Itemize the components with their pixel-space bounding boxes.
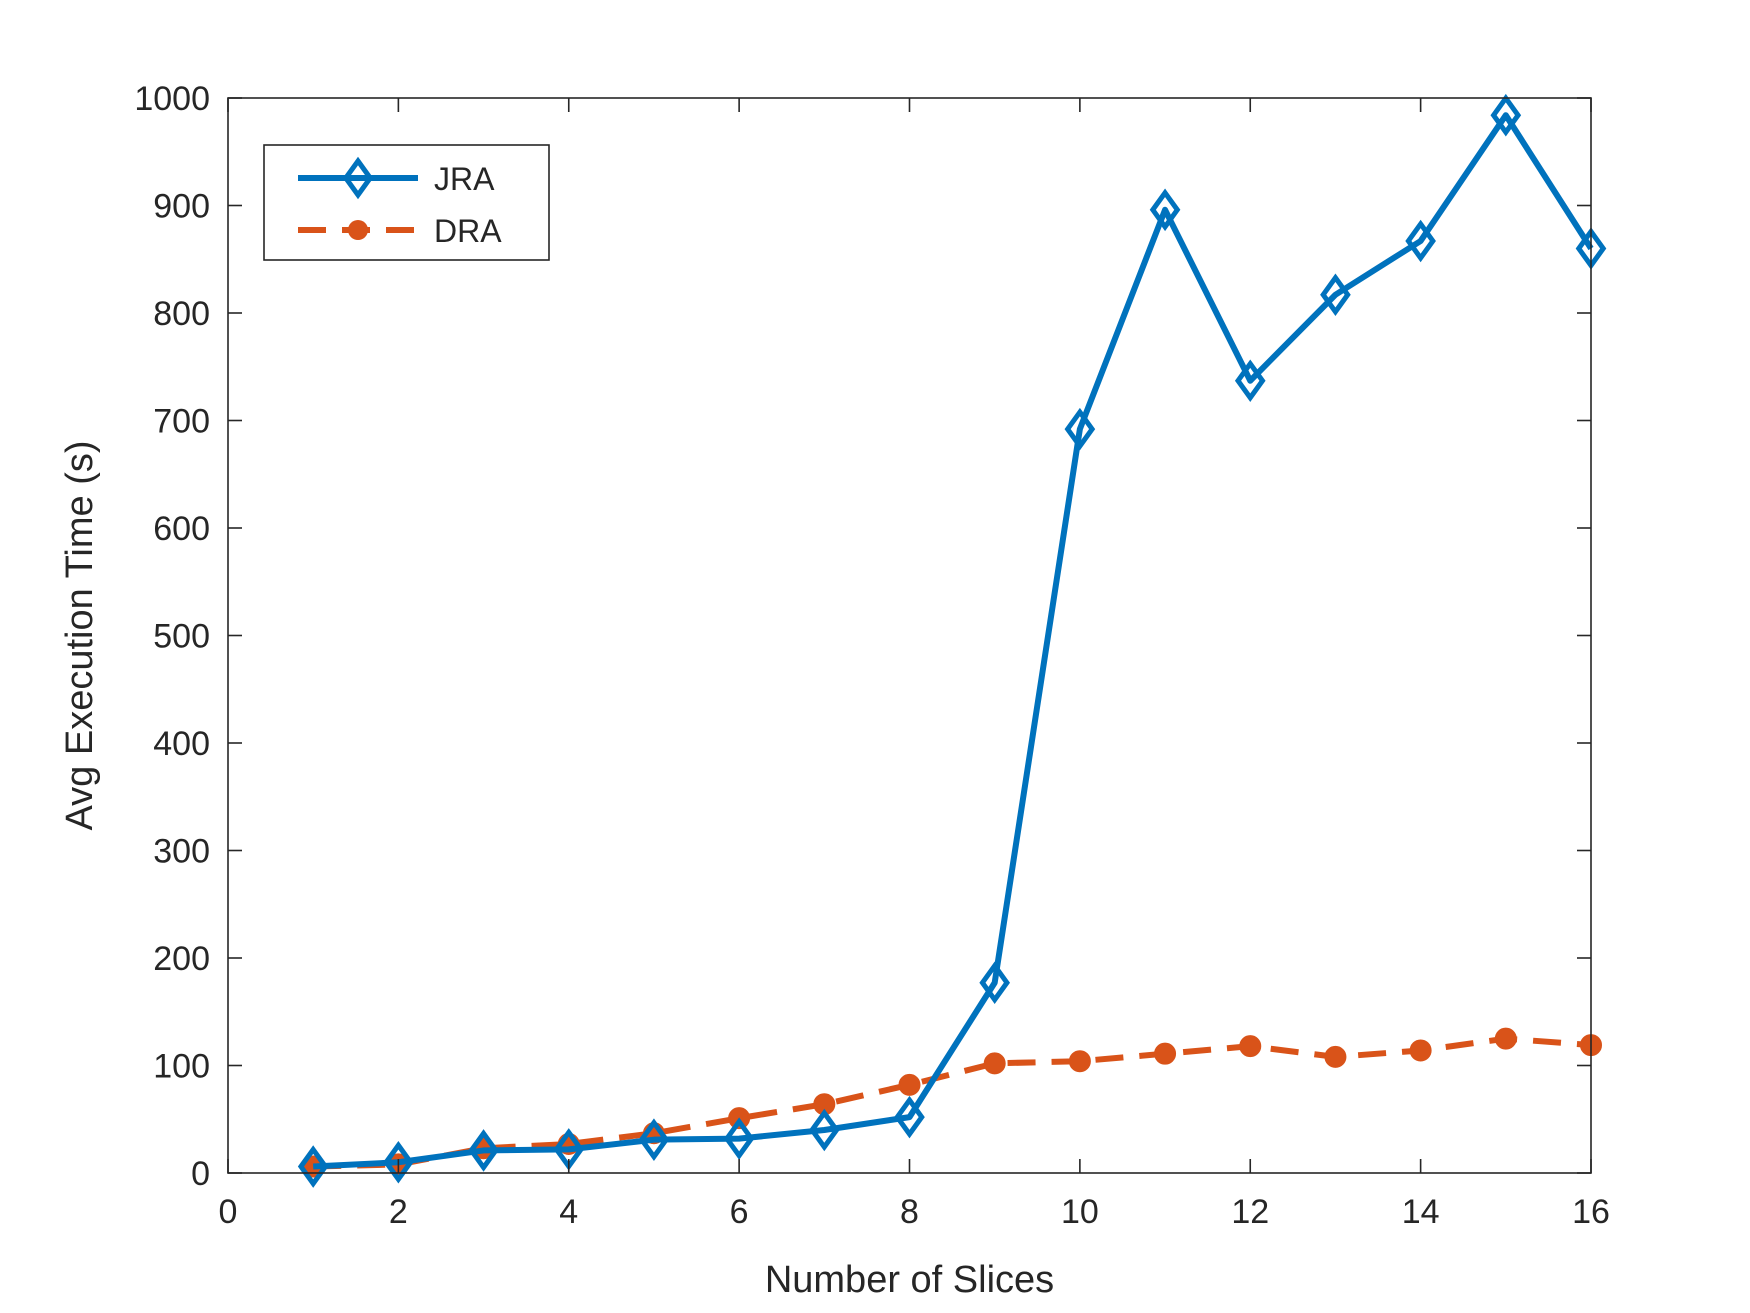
ticks-layer: 0 2 4 6 8 10 12 14 16 0 100 200 300 400 500 600 700 800 90…: [134, 80, 1610, 1231]
data-point-jra: [1149, 188, 1181, 232]
y-tick-label: 500: [153, 618, 210, 656]
data-point-jra: [383, 1140, 414, 1184]
y-tick-label: 100: [153, 1048, 210, 1086]
data-point-jra: [297, 1145, 329, 1188]
data-point-dra: [1494, 1027, 1517, 1050]
data-point-dra: [983, 1052, 1006, 1075]
series-jra: [297, 93, 1607, 1188]
y-tick-label: 800: [153, 295, 210, 333]
data-point-jra: [1234, 359, 1266, 403]
data-point-jra: [1064, 407, 1096, 451]
data-point-jra: [468, 1129, 499, 1172]
y-tick-label: 1000: [134, 80, 210, 118]
legend-box: [263, 144, 550, 261]
data-point-dra: [1154, 1042, 1177, 1065]
x-axis-label: Number of Slices: [765, 1259, 1054, 1301]
data-point-jra: [979, 961, 1011, 1005]
x-tick-label: 0: [219, 1193, 238, 1231]
y-tick-label: 400: [153, 725, 210, 763]
y-tick-label: 200: [153, 940, 210, 978]
x-tick-label: 12: [1231, 1193, 1269, 1231]
data-point-dra: [1324, 1045, 1347, 1068]
data-point-jra: [894, 1095, 925, 1139]
legend-marker-dra: [348, 220, 368, 240]
legend: JRA DRA: [263, 144, 550, 261]
data-point-dra: [1239, 1035, 1262, 1058]
y-tick-label: 700: [153, 403, 210, 441]
x-tick-label: 6: [730, 1193, 749, 1231]
data-point-jra: [723, 1117, 755, 1160]
data-point-dra: [898, 1073, 921, 1096]
y-axis-label: Avg Execution Time (s): [59, 440, 101, 830]
series-line-dra: [313, 1035, 1592, 1170]
data-point-jra: [1490, 93, 1522, 137]
y-tick-label: 0: [191, 1155, 210, 1193]
data-point-dra: [1409, 1039, 1432, 1062]
x-tick-label: 8: [900, 1193, 919, 1231]
y-tick-label: 900: [153, 188, 210, 226]
legend-label-jra: JRA: [434, 161, 495, 197]
data-point-dra: [1068, 1050, 1091, 1073]
series-layer: [297, 93, 1607, 1188]
data-point-jra: [1405, 219, 1436, 263]
data-point-jra: [1320, 273, 1351, 317]
x-tick-label: 16: [1572, 1193, 1610, 1231]
x-tick-label: 10: [1061, 1193, 1099, 1231]
data-point-jra: [808, 1108, 840, 1152]
x-tick-label: 2: [389, 1193, 408, 1231]
legend-marker-jra: [342, 156, 374, 200]
x-tick-label: 14: [1402, 1193, 1440, 1231]
legend-label-dra: DRA: [434, 213, 502, 249]
y-tick-label: 600: [153, 510, 210, 548]
x-tick-label: 4: [559, 1193, 578, 1231]
data-point-jra: [638, 1118, 670, 1161]
series-line-jra: [313, 112, 1594, 1170]
y-tick-label: 300: [153, 833, 210, 871]
